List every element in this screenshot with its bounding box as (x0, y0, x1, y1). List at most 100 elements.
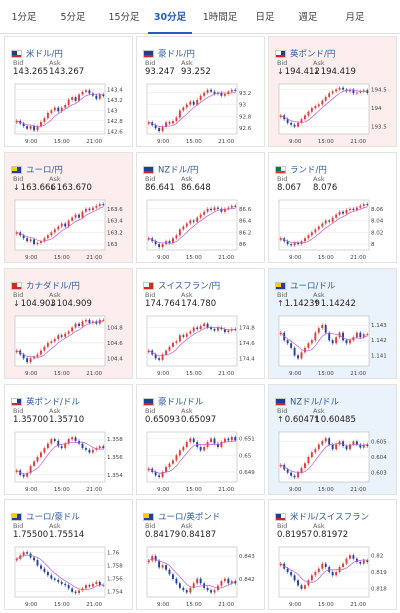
candle (290, 244, 293, 246)
bid-value: 1.75500 (13, 530, 48, 540)
currency-pair-link[interactable]: NZドル/ドル (290, 397, 340, 408)
price-chart[interactable]: 93.2 93 92.8 92.6 9:00 15:00 21:00 (145, 81, 259, 145)
x-tick-label: 9:00 (25, 255, 38, 261)
candle (314, 572, 317, 576)
candle (286, 119, 289, 123)
tab-4[interactable]: 1時間足 (202, 12, 238, 23)
candle (213, 91, 216, 94)
bid-value: 93.247 (145, 67, 175, 77)
y-tick-label: 142.8 (107, 119, 123, 125)
candle (154, 556, 157, 561)
price-chart[interactable]: 86.6 86.4 86.2 86 9:00 15:00 21:00 (145, 197, 259, 261)
price-chart[interactable]: 8.06 8.04 8.02 8 9:00 15:00 21:00 (277, 197, 391, 261)
rate-card[interactable]: カナダドル/円 Bid ↓104.903 Ask ↓104.909 104.8 104.6 1… (4, 268, 133, 379)
y-tick-label: 1.754 (107, 590, 123, 596)
rate-card[interactable]: 英ポンド/ドル Bid 1.35700 Ask 1.35710 1.358 1.356 1.3… (4, 384, 133, 495)
currency-pair-link[interactable]: ユーロ/ドル (290, 281, 336, 292)
candle (300, 585, 303, 589)
rate-card[interactable]: 米ドル/円 Bid 143.265 Ask 143.267 143.4 143.2 143 14… (4, 36, 133, 147)
x-tick-label: 15:00 (186, 139, 202, 145)
price-chart[interactable]: 104.8 104.6 104.4 9:00 15:00 21:00 (13, 313, 127, 377)
moving-average-line (16, 320, 104, 358)
price-chart[interactable]: 143.4 143.2 143 142.8 142.6 9:00 15:00 21:00 (13, 81, 127, 145)
tab-1[interactable]: 5分足 (60, 12, 86, 23)
bid-label: Bid (145, 291, 156, 299)
au-flag-icon (143, 397, 154, 406)
currency-pair-link[interactable]: ランド/円 (290, 165, 327, 176)
bid-price: 1.14239 (284, 299, 320, 309)
candle (220, 92, 223, 96)
tab-0[interactable]: 1分足 (11, 12, 37, 23)
arrow-down-icon: ↓ (13, 299, 20, 308)
bid-label: Bid (277, 59, 288, 67)
currency-pair-link[interactable]: ユーロ/豪ドル (26, 512, 80, 523)
x-tick-label: 15:00 (186, 255, 202, 261)
currency-pair-link[interactable]: NZドル/円 (158, 165, 199, 176)
rate-card[interactable]: 豪ドル/ドル Bid 0.65093 Ask 0.65097 0.651 0.65 0.649… (136, 384, 265, 495)
candle (352, 89, 355, 94)
ask-value: 93.252 (181, 67, 211, 77)
rate-card[interactable]: ユーロ/豪ドル Bid 1.75500 Ask 1.75514 1.76 1.758 1.75… (4, 499, 133, 610)
moving-average-line (16, 206, 104, 242)
candle (196, 327, 199, 330)
price-chart[interactable]: 0.843 0.842 9:00 15:00 21:00 (145, 544, 259, 608)
tab-7[interactable]: 月足 (345, 12, 365, 23)
price-chart[interactable]: 0.605 0.604 0.603 9:00 15:00 21:00 (277, 429, 391, 493)
x-tick-label: 9:00 (157, 602, 170, 608)
x-tick-label: 9:00 (25, 371, 38, 377)
bid-label: Bid (145, 59, 156, 67)
candle (352, 441, 355, 445)
currency-pair-link[interactable]: ユーロ/円 (26, 165, 63, 176)
candle (46, 342, 49, 347)
currency-pair-link[interactable]: 豪ドル/円 (158, 49, 195, 60)
candle (43, 346, 46, 351)
rate-card[interactable]: NZドル/円 Bid 86.641 Ask 86.648 86.6 86.4 86.2 86 9:… (136, 152, 265, 263)
currency-pair-link[interactable]: 英ポンド/円 (290, 49, 336, 60)
tab-5[interactable]: 日足 (255, 12, 275, 23)
rate-card[interactable]: ランド/円 Bid 8.067 Ask 8.076 8.06 8.04 8.02 8 9:00 15… (268, 152, 397, 263)
rate-card[interactable]: 米ドル/スイスフラン Bid 0.81957 Ask 0.81972 0.82 0.819 0… (268, 499, 397, 610)
rate-card[interactable]: 英ポンド/円 Bid ↓194.412 Ask ↓194.419 194.5 194 193.… (268, 36, 397, 147)
candle (43, 118, 46, 122)
rate-card[interactable]: スイスフラン/円 Bid 174.764 Ask 174.780 174.8 174.6 17… (136, 268, 265, 379)
candle (57, 335, 60, 340)
candle (22, 235, 25, 239)
rate-card[interactable]: ユーロ/英ポンド Bid 0.84179 Ask 0.84187 0.843 0.842 9:… (136, 499, 265, 610)
candle (335, 444, 338, 450)
currency-pair-link[interactable]: 米ドル/スイスフラン (290, 512, 370, 523)
currency-pair-link[interactable]: 英ポンド/ドル (26, 397, 80, 408)
currency-pair-link[interactable]: カナダドル/円 (26, 281, 80, 292)
candle (331, 340, 334, 344)
candle (324, 96, 327, 101)
candle (199, 214, 202, 218)
candle (189, 587, 192, 593)
price-chart[interactable]: 174.8 174.6 174.4 9:00 15:00 21:00 (145, 313, 259, 377)
price-chart[interactable]: 0.651 0.65 0.649 9:00 15:00 21:00 (145, 429, 259, 493)
price-chart[interactable]: 0.82 0.819 0.818 9:00 15:00 21:00 (277, 544, 391, 608)
price-chart[interactable]: 163.6 163.4 163.2 163 9:00 15:00 21:00 (13, 197, 127, 261)
candle (172, 460, 174, 464)
currency-pair-link[interactable]: 米ドル/円 (26, 49, 63, 60)
rate-card[interactable]: 豪ドル/円 Bid 93.247 Ask 93.252 93.2 93 92.8 92.6 9:0… (136, 36, 265, 147)
candle (220, 208, 223, 212)
chart-plot-area (14, 199, 106, 251)
x-tick-label: 21:00 (218, 602, 234, 608)
price-chart[interactable]: 1.143 1.142 1.141 9:00 15:00 21:00 (277, 313, 391, 377)
currency-pair-link[interactable]: 豪ドル/ドル (158, 397, 204, 408)
currency-pair-link[interactable]: ユーロ/英ポンド (158, 512, 221, 523)
tab-2[interactable]: 15分足 (108, 12, 140, 23)
price-chart[interactable]: 1.358 1.356 1.354 9:00 15:00 21:00 (13, 429, 127, 493)
rate-card[interactable]: NZドル/ドル Bid ↑0.60471 Ask ↑0.60485 0.605 0.604 0… (268, 384, 397, 495)
price-chart[interactable]: 1.76 1.758 1.756 1.754 9:00 15:00 21:00 (13, 544, 127, 608)
candle (182, 107, 185, 111)
rate-card[interactable]: ユーロ/円 Bid ↓163.666 Ask ↓163.670 163.6 163.4 163… (4, 152, 133, 263)
candle (324, 325, 327, 333)
price-chart[interactable]: 194.5 194 193.5 9:00 15:00 21:00 (277, 81, 391, 145)
candle (199, 447, 202, 451)
tab-6[interactable]: 週足 (298, 12, 318, 23)
candle (81, 321, 84, 326)
currency-pair-link[interactable]: スイスフラン/円 (158, 281, 221, 292)
rate-card[interactable]: ユーロ/ドル Bid ↑1.14239 Ask ↑1.14242 1.143 1.142 1.… (268, 268, 397, 379)
tab-3[interactable]: 30分足 (148, 0, 192, 34)
candle (192, 220, 195, 222)
